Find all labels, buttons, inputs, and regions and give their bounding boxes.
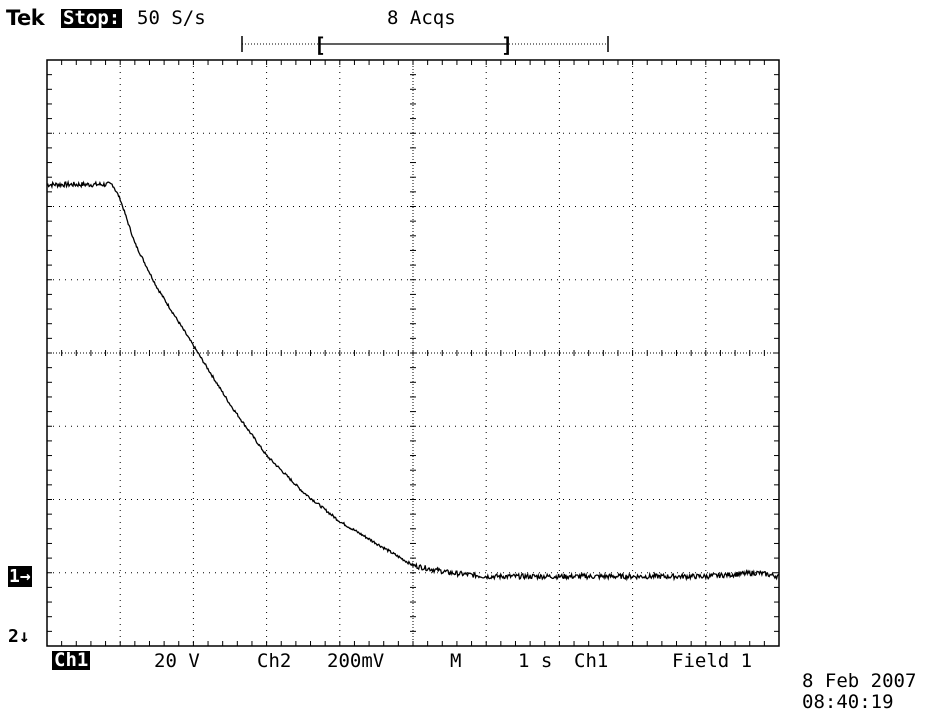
ch1-ground-marker[interactable]: 1→ [8,566,32,587]
acquisition-count: 8 Acqs [387,7,456,29]
ch2-label[interactable]: Ch2 [257,650,292,672]
trigger-mode: Field 1 [672,650,753,672]
readout-bar: Ch1 20 V Ch2 200mV M 1 s Ch1 Field 1 [0,648,800,672]
ch1-marker-label: 1→ [8,566,32,587]
timebase-value: 1 s [518,650,553,672]
ch2-ground-marker[interactable]: 2↓ [8,628,30,646]
record-bracket-right: ] [501,33,513,57]
graticule-center-ticks [46,59,780,647]
ch1-waveform-trace [46,179,780,582]
run-state-badge[interactable]: Stop: [61,7,123,29]
timestamp: 8 Feb 2007 08:40:19 [802,671,916,713]
main-timebase-label: M [450,650,462,672]
timestamp-time: 08:40:19 [802,691,894,713]
ch2-scale: 200mV [327,650,385,672]
sample-rate: 50 S/s [137,7,206,29]
ch1-scale: 20 V [154,650,200,672]
ch1-label[interactable]: Ch1 [52,649,91,671]
timestamp-date: 8 Feb 2007 [802,670,917,692]
trigger-source: Ch1 [574,650,609,672]
ch2-marker-label: 2↓ [8,626,30,647]
status-bar: Tek Stop: 50 S/s 8 Acqs [0,0,931,40]
brand-label: Tek [6,6,45,30]
record-length-indicator: [ ] [241,33,609,57]
record-bracket-left: [ [314,33,326,57]
